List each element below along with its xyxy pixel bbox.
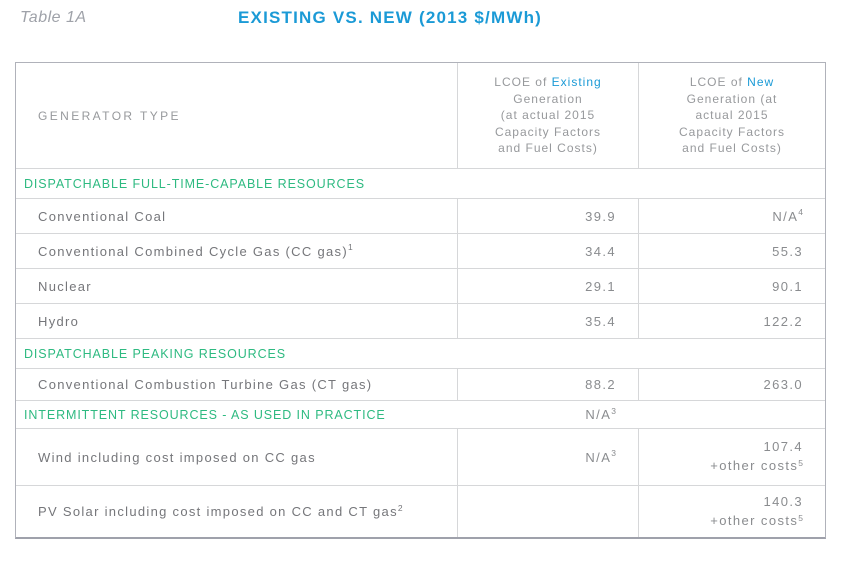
cell-existing-value: 39.9 [457,199,638,233]
cell-new-value: 107.4 +other costs5 [638,429,825,485]
table-label: Table 1A [20,9,87,26]
section-label: DISPATCHABLE FULL-TIME-CAPABLE RESOURCES [24,176,365,191]
table-row-hydro: Hydro 35.4 122.2 [16,303,825,338]
table-row-pv-solar: PV Solar including cost imposed on CC an… [16,485,825,537]
table-row-conventional-coal: Conventional Coal 39.9 N/A 4 [16,198,825,233]
footnote-marker: 2 [397,502,403,513]
cell-generator: Conventional Combined Cycle Gas (CC gas)… [38,242,353,259]
cell-new-value: 90.1 [638,269,825,303]
page-title: EXISTING VS. NEW (2013 $/MWh) [238,8,543,27]
section-header-dispatchable-peaking: DISPATCHABLE PEAKING RESOURCES [16,338,825,368]
footnote-marker: 3 [611,448,616,458]
table-header-row: GENERATOR TYPE LCOE of Existing Generati… [16,63,825,168]
other-costs-note: +other costs5 [710,512,803,528]
cell-new-value: N/A 4 [638,199,825,233]
cell-existing-value: 29.1 [457,269,638,303]
cell-generator: PV Solar including cost imposed on CC an… [38,502,403,520]
cell-generator: Conventional Coal [38,208,167,224]
section-header-dispatchable-fulltime: DISPATCHABLE FULL-TIME-CAPABLE RESOURCES [16,168,825,198]
existing-header-prefix: LCOE of [494,75,552,90]
footnote-marker: 1 [347,242,353,252]
cell-generator: Conventional Combustion Turbine Gas (CT … [38,377,373,392]
cell-existing-value: N/A 3 [457,429,638,485]
cell-generator: Hydro [38,313,80,329]
table-row-nuclear: Nuclear 29.1 90.1 [16,268,825,303]
table-row-cc-gas: Conventional Combined Cycle Gas (CC gas)… [16,233,825,268]
cell-existing-value: 35.4 [457,304,638,338]
generator-type-label: GENERATOR TYPE [38,108,181,123]
column-header-new: LCOE of New Generation (at actual 2015 C… [638,63,825,168]
cell-existing-value: 88.2 [457,369,638,400]
column-header-generator-type: GENERATOR TYPE [16,63,457,168]
footnote-marker: 4 [798,207,803,217]
section-label: DISPATCHABLE PEAKING RESOURCES [24,346,287,361]
lcoe-table: GENERATOR TYPE LCOE of Existing Generati… [15,62,826,539]
existing-header-detail: Generation (at actual 2015 Capacity Fact… [494,91,601,156]
new-header-prefix: LCOE of [689,75,748,90]
cell-new-value: 122.2 [638,304,825,338]
cell-new-value: 140.3 +other costs5 [638,486,825,537]
cell-generator: Nuclear [38,278,92,294]
table-row-ct-gas: Conventional Combustion Turbine Gas (CT … [16,368,825,400]
other-costs-note: +other costs5 [710,458,803,473]
column-header-existing: LCOE of Existing Generation (at actual 2… [457,63,638,168]
cell-new-value: 263.0 [638,369,825,400]
footnote-marker: 5 [798,512,803,523]
section-note: N/A 3 [585,405,616,423]
existing-header-emphasis: Existing [551,75,602,90]
footnote-marker: 5 [798,458,803,468]
new-header-detail: Generation (at actual 2015 Capacity Fact… [678,91,786,156]
cell-existing-value: 34.4 [457,234,638,268]
section-label: INTERMITTENT RESOURCES - AS USED IN PRAC… [24,407,386,422]
cell-new-value: 55.3 [638,234,825,268]
cell-generator: Wind including cost imposed on CC gas [38,449,316,465]
new-header-emphasis: New [747,75,775,90]
section-header-intermittent: INTERMITTENT RESOURCES - AS USED IN PRAC… [16,400,825,428]
table-row-wind: Wind including cost imposed on CC gas N/… [16,428,825,485]
footnote-marker: 3 [611,405,616,416]
cell-existing-value [457,486,638,537]
